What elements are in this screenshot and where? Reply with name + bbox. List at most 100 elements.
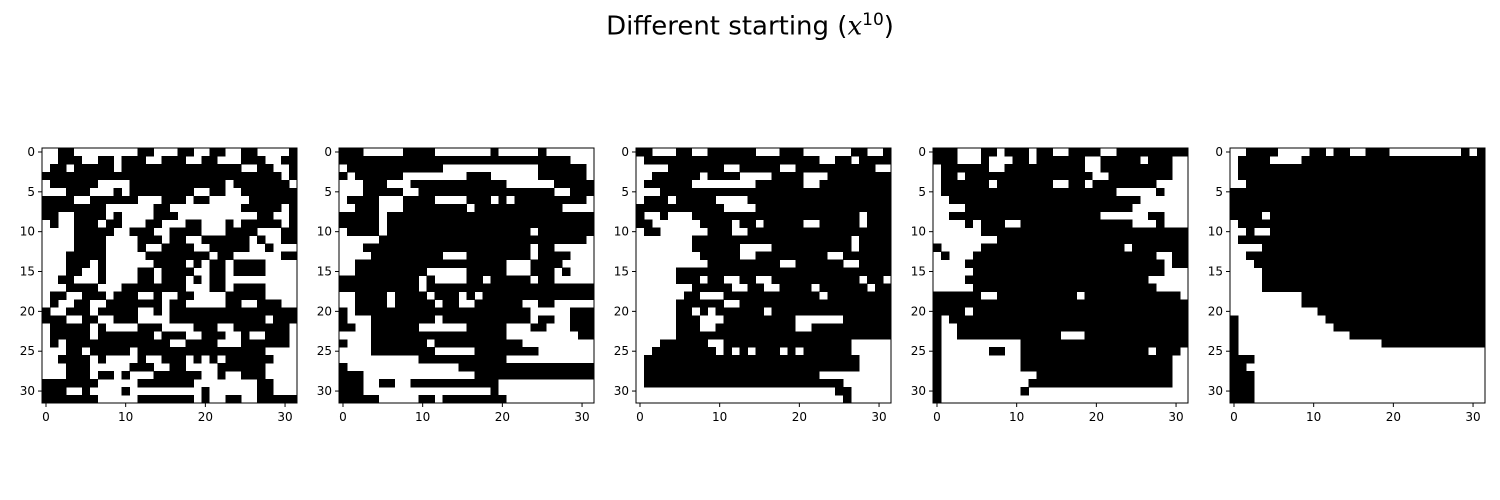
heatmap-cell [1413, 331, 1422, 340]
heatmap-cell [1060, 283, 1069, 292]
heatmap-cell [988, 283, 998, 292]
heatmap-cell [121, 171, 131, 181]
heatmap-cell [153, 283, 162, 292]
heatmap-cell [145, 235, 154, 244]
heatmap-cell [1269, 187, 1279, 197]
heatmap-cell [699, 243, 709, 252]
heatmap-cell [1349, 187, 1358, 197]
heatmap-cell [339, 315, 348, 324]
heatmap-cell [498, 363, 507, 372]
heatmap-cell [867, 299, 876, 308]
heatmap-cell [1148, 307, 1157, 316]
heatmap-cell [795, 259, 804, 268]
heatmap-cell [490, 211, 499, 221]
heatmap-cell [498, 307, 507, 316]
heatmap-cell [1389, 187, 1398, 197]
heatmap-cell [683, 275, 693, 284]
heatmap-cell [241, 283, 250, 292]
heatmap-cell [691, 275, 701, 284]
heatmap-cell [972, 315, 982, 324]
heatmap-cell [1461, 203, 1470, 213]
heatmap-cell [1100, 155, 1109, 165]
heatmap-cell [1156, 347, 1165, 356]
heatmap-cell [859, 195, 868, 205]
heatmap-cell [81, 243, 91, 252]
heatmap-cell [1373, 235, 1382, 244]
heatmap-cell [1092, 187, 1101, 197]
heatmap-cell [1036, 251, 1045, 260]
heatmap-cell [1421, 323, 1430, 332]
heatmap-cell [1357, 291, 1366, 300]
heatmap-cell [1397, 235, 1406, 244]
heatmap-cell [1092, 307, 1101, 316]
heatmap-cell [996, 299, 1006, 308]
heatmap-cell [1389, 275, 1398, 284]
heatmap-cell [458, 243, 467, 252]
heatmap-cell [434, 179, 443, 189]
heatmap-cell [578, 363, 587, 372]
heatmap-cell [434, 379, 443, 388]
heatmap-cell [1277, 275, 1287, 284]
heatmap-cell [972, 179, 982, 189]
heatmap-cell [1100, 251, 1109, 260]
heatmap-cell [129, 163, 138, 173]
heatmap-cell [466, 211, 475, 221]
heatmap-cell [482, 347, 491, 356]
heatmap-cell [370, 395, 380, 404]
heatmap-cell [1357, 243, 1366, 252]
heatmap-cell [1325, 307, 1334, 316]
heatmap-cell [1413, 291, 1422, 300]
heatmap-cell [418, 179, 428, 189]
heatmap-cell [940, 179, 950, 189]
heatmap-cell [490, 299, 499, 308]
heatmap-cell [386, 259, 396, 268]
heatmap-cell [145, 227, 154, 237]
heatmap-cell [1437, 299, 1446, 308]
heatmap-cell [57, 291, 67, 300]
heatmap-cell [755, 331, 764, 340]
heatmap-cell [1421, 211, 1430, 221]
heatmap-cell [1004, 171, 1014, 181]
heatmap-cell [185, 219, 194, 229]
heatmap-cell [1132, 251, 1141, 260]
heatmap-cell [651, 379, 661, 388]
heatmap-cell [498, 395, 507, 404]
heatmap-cell [835, 355, 844, 364]
heatmap-cell [570, 371, 579, 380]
heatmap-cell [113, 291, 123, 300]
heatmap-cell [1108, 339, 1117, 348]
heatmap-cell [265, 355, 274, 364]
heatmap-cell [362, 291, 372, 300]
heatmap-cell [1140, 291, 1149, 300]
heatmap-cell [249, 259, 258, 268]
heatmap-cell [249, 355, 258, 364]
heatmap-cell [859, 267, 868, 276]
y-tick-label: 20 [20, 304, 35, 318]
heatmap-cell [386, 323, 396, 332]
heatmap-cell [1052, 243, 1061, 252]
heatmap-cell [1164, 243, 1173, 252]
heatmap-cell [354, 211, 364, 221]
heatmap-cell [1044, 267, 1053, 276]
heatmap-cell [763, 299, 772, 308]
heatmap-cell [1405, 323, 1414, 332]
y-tick-label: 20 [1208, 304, 1223, 318]
heatmap-cell [257, 283, 266, 292]
heatmap-cell [482, 227, 491, 237]
heatmap-cell [691, 315, 701, 324]
panel-frame [635, 147, 892, 404]
heatmap-cell [1180, 235, 1189, 244]
heatmap-cell [811, 347, 820, 356]
heatmap-cell [185, 379, 194, 388]
heatmap-cell [450, 211, 459, 221]
heatmap-cell [498, 251, 507, 260]
heatmap-cell [1092, 203, 1101, 213]
heatmap-cell [715, 235, 725, 244]
heatmap-cell [339, 283, 348, 292]
heatmap-cell [410, 155, 420, 165]
heatmap-cell [1453, 259, 1462, 268]
heatmap-cell [73, 187, 83, 197]
heatmap-cell [1028, 203, 1037, 213]
heatmap-cell [1317, 195, 1326, 205]
heatmap-cell [851, 323, 860, 332]
